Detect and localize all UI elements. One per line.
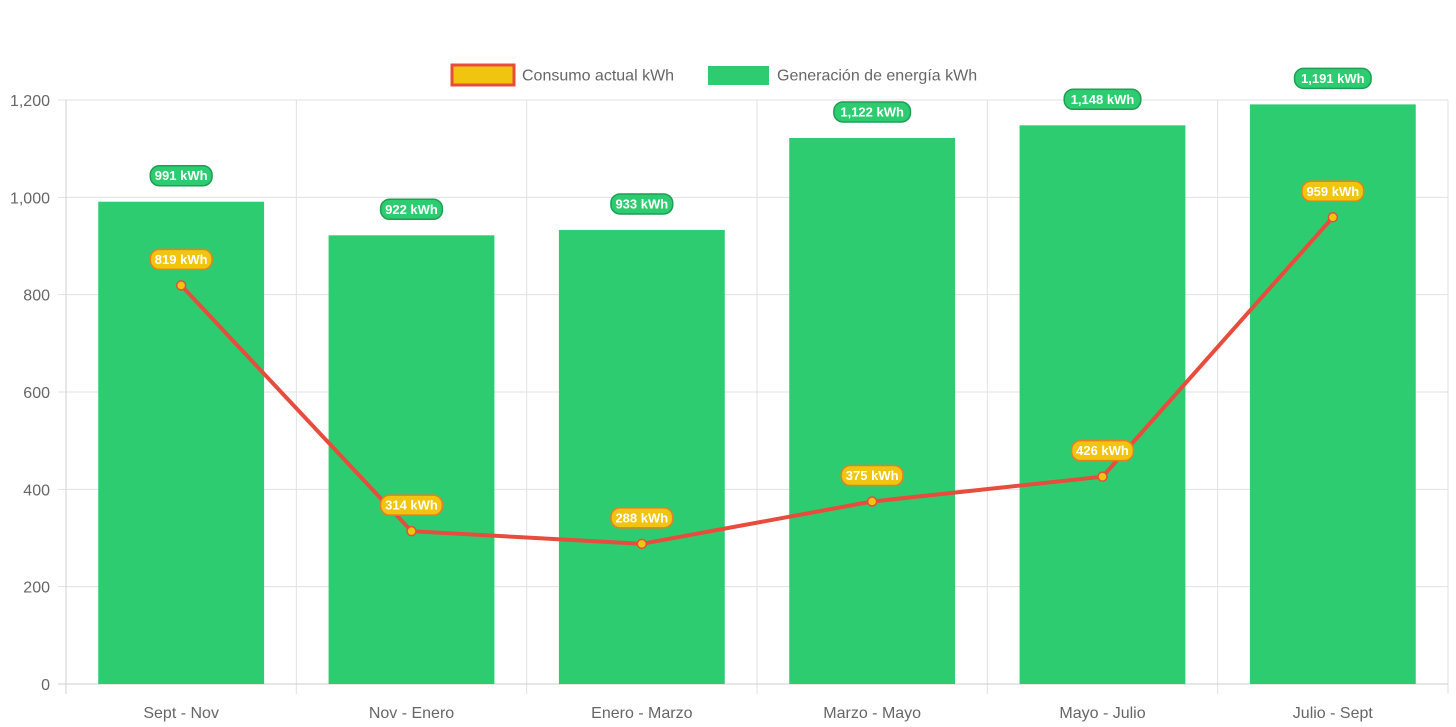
point-consumo[interactable] — [175, 280, 187, 291]
y-tick-label: 1,200 — [10, 93, 50, 110]
bar-generacion[interactable] — [558, 229, 725, 684]
data-label-consumo-text: 426 kWh — [1076, 443, 1129, 458]
data-label-generacion: 1,191 kWh — [1293, 67, 1372, 90]
bar-generacion[interactable] — [98, 201, 265, 685]
data-label-generacion-text: 1,191 kWh — [1301, 71, 1365, 86]
data-label-consumo: 375 kWh — [840, 464, 904, 487]
data-label-generacion-bg — [610, 193, 674, 215]
point-consumo[interactable] — [866, 496, 878, 507]
y-tick-label: 1,000 — [10, 190, 50, 207]
x-tick-label: Mayo - Julio — [1059, 705, 1145, 722]
y-tick-label: 400 — [23, 482, 50, 499]
x-tick-label: Julio - Sept — [1293, 705, 1374, 722]
x-tick-label: Nov - Enero — [369, 705, 454, 722]
data-label-consumo-bg — [1301, 180, 1365, 203]
data-label-generacion-bg — [379, 198, 444, 221]
legend-label-consumo: Consumo actual kWh — [522, 68, 674, 85]
data-label-generacion-bg — [1063, 88, 1142, 111]
data-label-consumo-text: 959 kWh — [1306, 184, 1359, 199]
grid — [58, 99, 1449, 694]
data-label-generacion-text: 933 kWh — [615, 196, 668, 211]
data-label-consumo-text: 819 kWh — [155, 252, 208, 267]
data-labels: 991 kWh 922 kWh 933 kWh 1,122 kWh 1,148 kWh 1… — [149, 67, 1372, 529]
bars — [98, 104, 1416, 685]
y-tick-label: 200 — [23, 580, 50, 597]
legend-item-consumo[interactable]: Consumo actual kWh — [450, 63, 674, 87]
data-label-generacion: 1,148 kWh — [1063, 88, 1142, 111]
legend-label-generacion: Generación de energía kWh — [777, 68, 977, 85]
y-tick-label: 600 — [23, 385, 50, 402]
data-label-consumo: 288 kWh — [610, 507, 674, 529]
data-label-generacion: 991 kWh — [149, 164, 213, 187]
data-label-generacion-bg — [149, 164, 213, 187]
data-label-generacion: 1,122 kWh — [833, 101, 912, 123]
data-label-generacion-bg — [1293, 67, 1372, 90]
legend-swatch-consumo — [450, 63, 516, 87]
data-label-consumo-bg — [610, 507, 674, 529]
data-label-generacion-text: 1,148 kWh — [1071, 92, 1135, 107]
point-consumo[interactable] — [406, 525, 417, 537]
data-label-generacion-text: 991 kWh — [155, 168, 208, 183]
data-label-consumo-text: 314 kWh — [385, 498, 438, 513]
data-label-generacion: 922 kWh — [379, 198, 444, 221]
bar-generacion[interactable] — [1019, 125, 1186, 685]
bar-generacion[interactable] — [328, 235, 495, 684]
data-label-generacion: 933 kWh — [610, 193, 674, 215]
line-series — [175, 212, 1339, 550]
x-tick-label: Sept - Nov — [143, 705, 219, 722]
bar-generacion[interactable] — [789, 137, 956, 684]
data-label-consumo-text: 288 kWh — [615, 510, 668, 525]
data-label-consumo-bg — [1070, 439, 1135, 462]
x-axis: Sept - Nov Nov - Enero Enero - Marzo Marzo … — [58, 683, 1448, 722]
data-label-consumo-text: 375 kWh — [846, 468, 899, 483]
legend[interactable]: Consumo actual kWh Generación de energía… — [450, 63, 977, 87]
data-label-consumo-bg — [379, 494, 444, 516]
point-consumo[interactable] — [636, 538, 648, 550]
data-label-consumo: 959 kWh — [1301, 180, 1365, 203]
x-tick-label: Enero - Marzo — [591, 705, 692, 722]
x-tick-label: Marzo - Mayo — [823, 705, 921, 722]
line-consumo — [179, 215, 1335, 546]
y-tick-label: 0 — [41, 677, 50, 694]
legend-swatch-generacion — [708, 66, 769, 85]
data-label-consumo-bg — [840, 464, 904, 487]
point-consumo[interactable] — [1097, 471, 1108, 482]
legend-item-generacion[interactable]: Generación de energía kWh — [708, 66, 977, 85]
y-axis: 0 200 400 600 800 1,000 1,200 — [10, 93, 67, 694]
data-label-consumo: 426 kWh — [1070, 439, 1135, 462]
data-label-generacion-text: 1,122 kWh — [840, 104, 904, 119]
data-label-consumo: 314 kWh — [379, 494, 444, 516]
data-label-generacion-bg — [833, 101, 912, 123]
y-tick-label: 800 — [23, 288, 50, 305]
data-label-generacion-text: 922 kWh — [385, 202, 438, 217]
data-label-consumo: 819 kWh — [149, 248, 213, 271]
point-consumo[interactable] — [1327, 212, 1339, 223]
data-label-consumo-bg — [149, 248, 213, 271]
